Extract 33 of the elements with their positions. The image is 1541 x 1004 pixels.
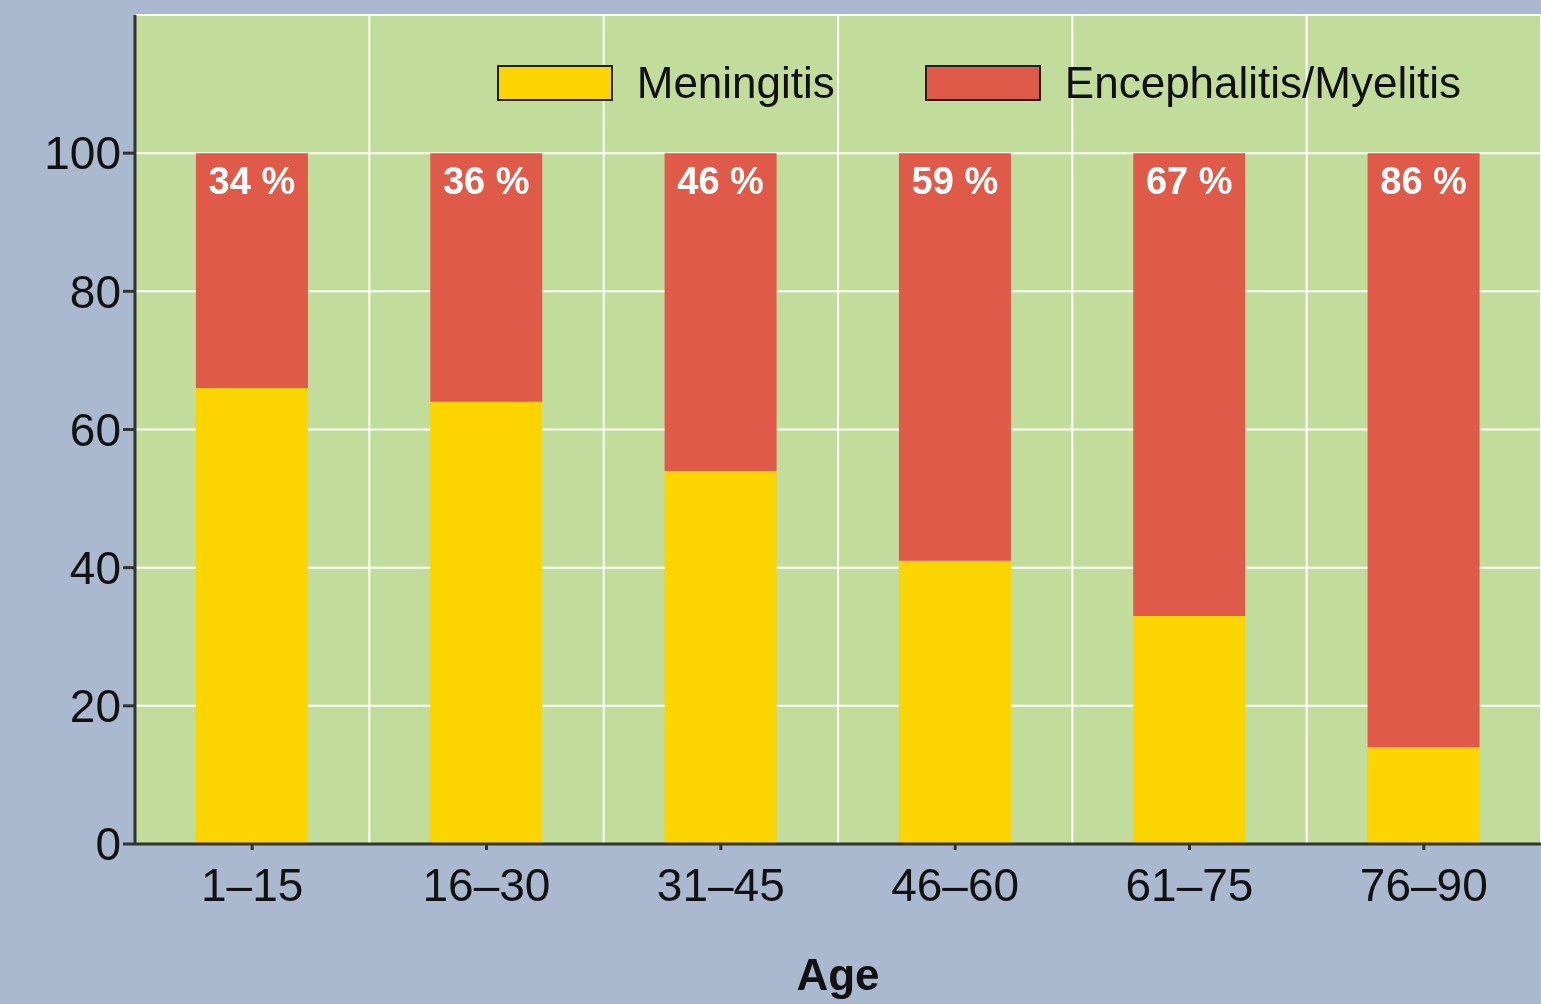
bar <box>898 560 1011 844</box>
data-label: 67 % <box>1145 160 1233 203</box>
x-tick-label: 46–60 <box>891 858 1020 911</box>
bar <box>430 153 543 402</box>
y-tick-label: 40 <box>69 542 121 594</box>
bar <box>430 401 543 844</box>
bar <box>1133 616 1246 844</box>
bar <box>195 388 308 844</box>
legend-label: Encephalitis/Myelitis <box>1064 58 1461 108</box>
y-tick-label: 100 <box>44 127 121 180</box>
data-label: 34 % <box>208 160 296 203</box>
bar <box>1367 153 1480 748</box>
bar <box>1367 747 1480 844</box>
x-tick-label: 31–45 <box>656 858 785 911</box>
data-label: 59 % <box>911 160 999 203</box>
data-label: 46 % <box>677 160 764 203</box>
y-tick-label: 80 <box>69 265 121 318</box>
x-tick-label: 1–15 <box>200 858 304 911</box>
bar <box>664 153 777 471</box>
y-tick-label: 60 <box>69 403 121 456</box>
bar <box>1133 153 1246 617</box>
x-axis-title: Age <box>796 950 880 999</box>
x-tick-label: 61–75 <box>1125 858 1254 911</box>
y-tick-label: 20 <box>69 680 121 733</box>
bar <box>898 153 1011 561</box>
legend-label: Meningitis <box>636 58 835 108</box>
x-tick-label: 16–30 <box>422 858 551 911</box>
bar <box>664 470 777 844</box>
x-tick-label: 76–90 <box>1359 858 1488 911</box>
y-tick-label: 0 <box>95 818 121 871</box>
data-label: 36 % <box>442 160 530 203</box>
bar <box>195 153 308 389</box>
data-label: 86 % <box>1380 160 1467 203</box>
